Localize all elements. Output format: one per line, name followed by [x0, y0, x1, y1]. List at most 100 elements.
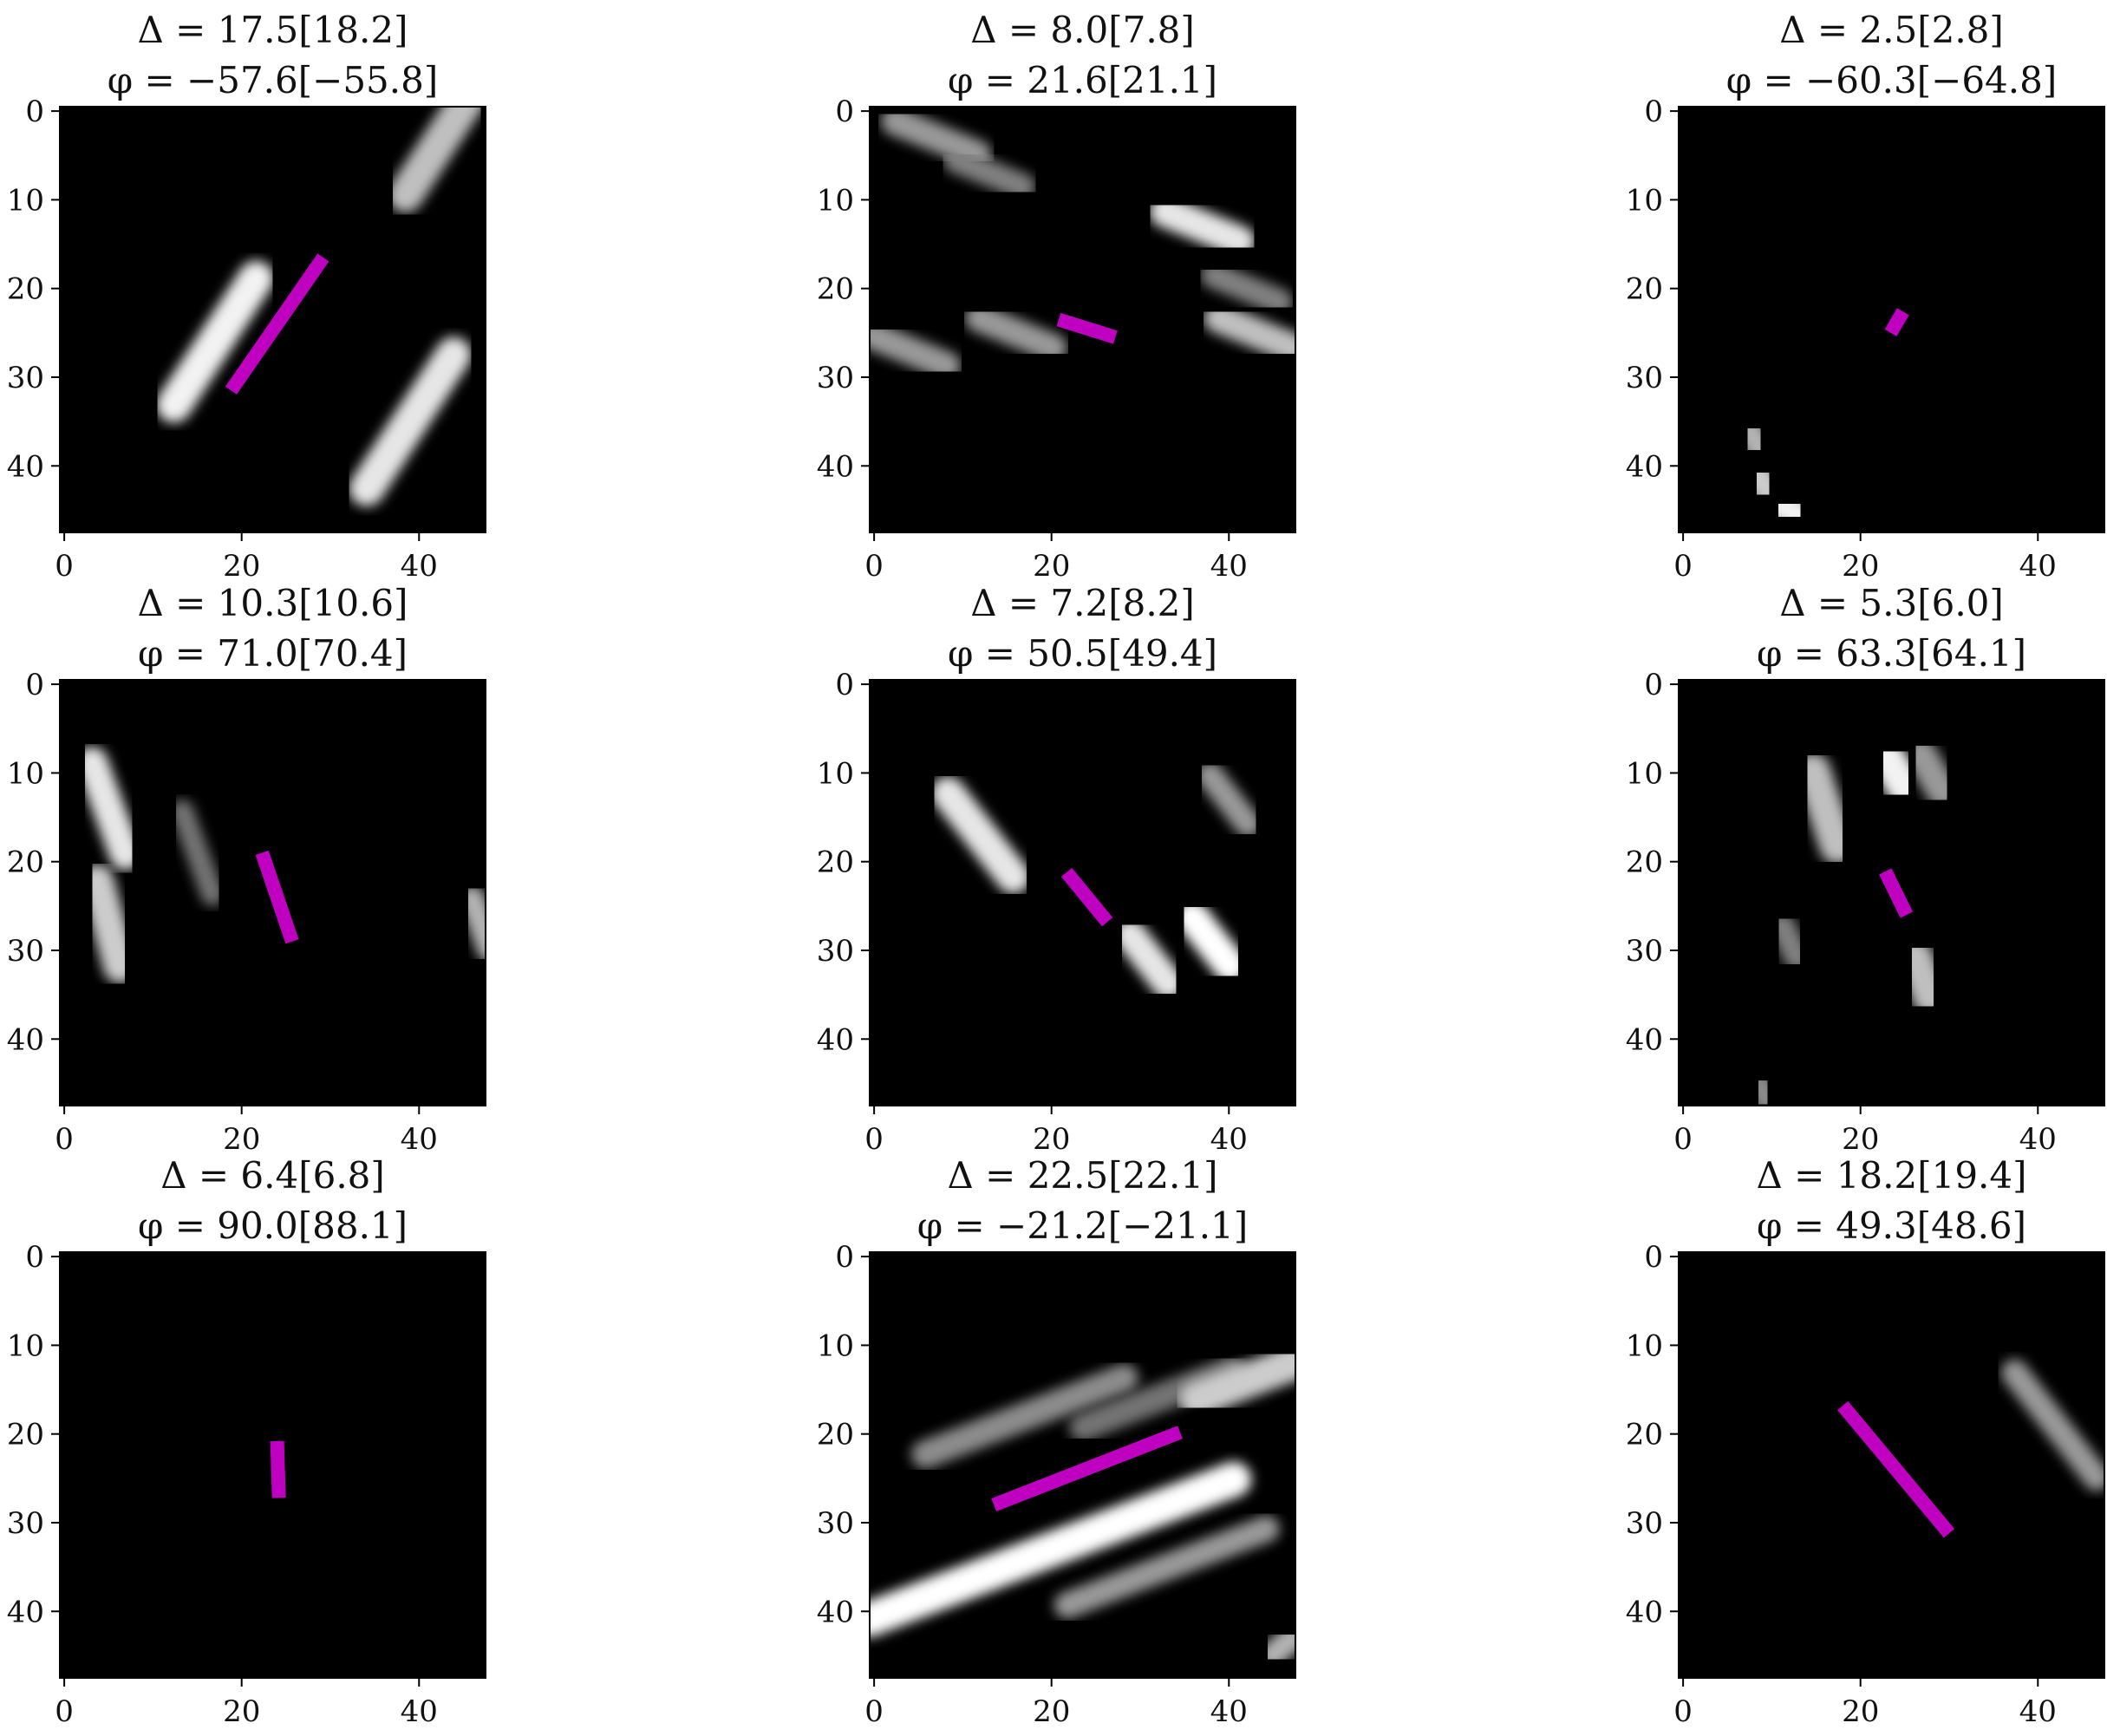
panel-title-phi: φ = −60.3[−64.8] — [1726, 59, 2058, 101]
y-tick-label: 40 — [7, 1022, 44, 1057]
rod-5 — [1734, 416, 1774, 462]
x-tick-label: 20 — [223, 1694, 260, 1729]
rod-6 — [1746, 1070, 1780, 1106]
x-tick-label: 0 — [55, 1122, 74, 1157]
x-tick-label: 0 — [55, 549, 74, 584]
x-tick-label: 20 — [1842, 1694, 1879, 1729]
y-tick-label: 10 — [817, 756, 854, 791]
y-tick-label: 40 — [1626, 1022, 1663, 1057]
axes-frame — [869, 1251, 1296, 1679]
y-tick-label: 20 — [1626, 845, 1663, 880]
y-tick-label: 0 — [25, 95, 44, 129]
orientation-marker — [1879, 868, 1914, 918]
x-tick-label: 40 — [2019, 1122, 2057, 1157]
y-tick-label: 20 — [7, 845, 44, 880]
rod-2 — [943, 147, 1036, 200]
rod-3 — [388, 107, 484, 213]
rods-group — [156, 107, 484, 506]
x-tick-label: 40 — [1210, 1122, 1248, 1157]
y-tick-label: 40 — [1626, 1595, 1663, 1629]
rod-4 — [459, 885, 486, 962]
rod-1 — [2001, 1359, 2104, 1491]
x-tick-label: 20 — [1842, 1122, 1879, 1157]
x-tick-label: 40 — [401, 1122, 438, 1157]
panel-title-delta: Δ = 2.5[2.8] — [1779, 9, 2004, 51]
y-tick-label: 10 — [7, 756, 44, 791]
y-tick-label: 30 — [7, 361, 44, 395]
y-tick-label: 30 — [1626, 361, 1663, 395]
y-tick-label: 0 — [835, 1240, 854, 1275]
orientation-marker — [1060, 867, 1113, 927]
rods-group — [870, 107, 1295, 380]
panel-title-phi: φ = 50.5[49.4] — [948, 632, 1217, 675]
rods-group — [190, 1332, 486, 1667]
rod-2 — [80, 864, 137, 984]
panel-title-phi: φ = 63.3[64.1] — [1757, 632, 2026, 675]
y-tick-label: 0 — [835, 668, 854, 702]
rod-4 — [1200, 262, 1294, 316]
y-tick-label: 30 — [1626, 934, 1663, 969]
panel-title-phi: φ = −57.6[−55.8] — [108, 59, 439, 101]
panel-title-phi: φ = 21.6[21.1] — [948, 59, 1217, 101]
rod-7 — [964, 303, 1067, 362]
y-tick-label: 30 — [817, 934, 854, 969]
x-tick-label: 0 — [55, 1694, 74, 1729]
y-tick-label: 40 — [7, 1595, 44, 1629]
orientation-marker — [270, 1440, 286, 1498]
rod-3 — [911, 1363, 1138, 1469]
panel-title-delta: Δ = 8.0[7.8] — [970, 9, 1195, 51]
x-tick-label: 20 — [223, 549, 260, 584]
y-tick-label: 0 — [835, 95, 854, 129]
y-tick-label: 40 — [817, 449, 854, 484]
panel-title-delta: Δ = 22.5[22.1] — [947, 1154, 1217, 1197]
rods-group — [1746, 737, 1959, 1106]
y-tick-label: 30 — [817, 361, 854, 395]
panel-title-phi: φ = 90.0[88.1] — [138, 1204, 408, 1247]
rod-5 — [1768, 911, 1810, 971]
rod-4 — [1196, 761, 1262, 838]
rod-7 — [1258, 1624, 1295, 1669]
panel-6: 0 20 40 0 10 20 30 40 Δ = 5.3[6.0] φ = 63.3[64.1] — [1626, 582, 2105, 1157]
rod-3 — [170, 799, 225, 906]
panel-title-delta: Δ = 6.4[6.8] — [160, 1154, 385, 1197]
y-tick-label: 10 — [817, 1328, 854, 1363]
y-tick-label: 0 — [25, 668, 44, 702]
rod-2 — [349, 336, 472, 506]
rod-4 — [1897, 938, 1948, 1016]
panel-2: 0 20 40 0 10 20 30 40 Δ = 8.0[7.8] φ = 21.6[21.1] — [817, 9, 1296, 584]
y-tick-label: 10 — [7, 183, 44, 218]
x-tick-label: 0 — [864, 1694, 884, 1729]
y-tick-label: 10 — [1626, 183, 1663, 218]
orientation-marker — [225, 253, 329, 395]
x-tick-label: 40 — [1210, 549, 1248, 584]
panel-9: 0 20 40 0 10 20 30 40 Δ = 18.2[19.4] φ = 49.3[48.… — [1626, 1154, 2105, 1729]
panel-title-phi: φ = −21.2[−21.1] — [917, 1204, 1249, 1247]
panel-title-phi: φ = 49.3[48.6] — [1757, 1204, 2026, 1247]
y-tick-label: 30 — [817, 1506, 854, 1541]
rod-2 — [1868, 739, 1924, 807]
y-tick-label: 10 — [1626, 1328, 1663, 1363]
rod-5 — [1203, 303, 1295, 363]
axes-frame — [59, 106, 486, 533]
panel-title-delta: Δ = 18.2[19.4] — [1756, 1154, 2026, 1197]
orientation-marker — [1884, 308, 1909, 336]
rod-1 — [75, 747, 141, 871]
axes-frame — [869, 106, 1296, 533]
axes-frame — [1678, 106, 2105, 533]
x-tick-label: 20 — [1033, 549, 1070, 584]
panel-title-phi: φ = 71.0[70.4] — [138, 632, 408, 675]
rod-7 — [1765, 488, 1815, 532]
rod-2 — [1113, 918, 1184, 1000]
rods-group — [870, 1252, 1295, 1669]
panel-4: 0 20 40 0 10 20 30 40 Δ = 10.3[10.6] φ = 71.0[70.… — [7, 582, 486, 1157]
y-tick-label: 0 — [1644, 668, 1663, 702]
y-tick-label: 10 — [817, 183, 854, 218]
x-tick-label: 0 — [1673, 1694, 1693, 1729]
x-tick-label: 20 — [1033, 1122, 1070, 1157]
panel-title-delta: Δ = 5.3[6.0] — [1779, 582, 2004, 624]
panel-3: 0 20 40 0 10 20 30 40 Δ = 2.5[2.8] φ = −60.3[−64.… — [1626, 9, 2105, 584]
rod-2 — [1054, 1515, 1280, 1619]
y-tick-label: 0 — [1644, 95, 1663, 129]
x-tick-label: 0 — [1673, 549, 1693, 584]
